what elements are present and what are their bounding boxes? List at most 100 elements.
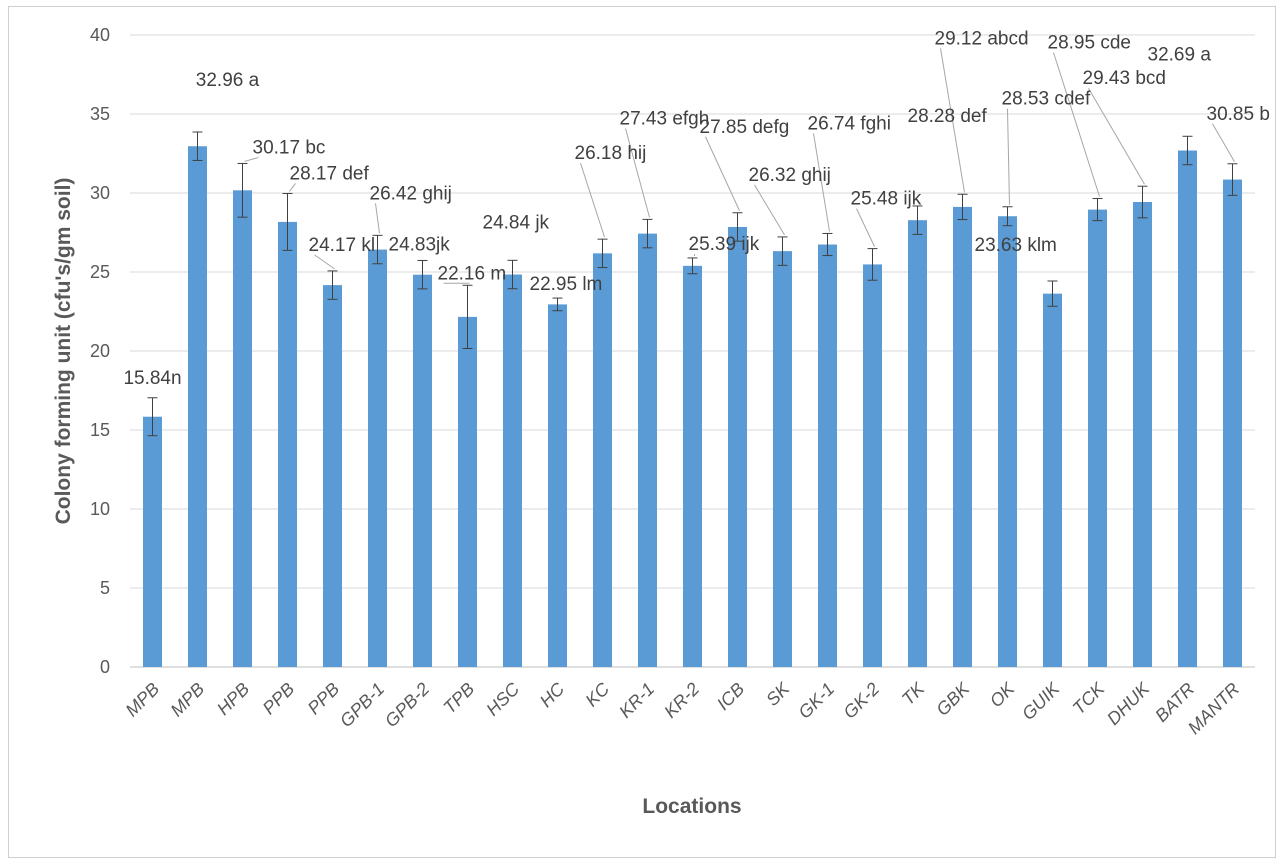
bar xyxy=(1088,209,1107,667)
bar xyxy=(818,244,837,667)
leader-line xyxy=(1053,52,1100,197)
leader-line xyxy=(289,183,296,192)
data-label: 22.16 m xyxy=(438,263,507,284)
y-tick-label: 20 xyxy=(90,341,110,361)
x-tick-label: KR-2 xyxy=(660,679,703,722)
data-label: 32.69 a xyxy=(1148,44,1212,65)
data-label: 26.74 fghi xyxy=(808,113,891,134)
leader-lines xyxy=(244,48,1235,284)
bar xyxy=(908,220,927,667)
y-tick-label: 30 xyxy=(90,183,110,203)
bar xyxy=(1223,179,1242,667)
x-tick-label: PPB xyxy=(259,679,299,719)
data-label: 30.85 b xyxy=(1207,104,1270,125)
x-tick-label: SK xyxy=(762,678,794,710)
x-tick-label: MPB xyxy=(122,679,164,721)
data-label: 24.83jk xyxy=(389,234,451,255)
bar xyxy=(593,253,612,667)
bar xyxy=(953,206,972,668)
leader-line xyxy=(625,128,650,218)
bar xyxy=(188,146,207,667)
leader-line xyxy=(244,156,259,162)
x-tick-label: HSC xyxy=(482,678,524,720)
x-tick-label: TK xyxy=(898,678,929,709)
x-tick-label: GK-1 xyxy=(794,679,838,723)
data-label: 28.28 def xyxy=(908,106,988,127)
bar xyxy=(998,216,1017,667)
bar xyxy=(143,416,162,667)
x-tick-label: OK xyxy=(986,678,1019,711)
data-label: 27.85 defg xyxy=(700,117,790,138)
x-tick-label: KC xyxy=(581,678,614,711)
x-tick-label: TPB xyxy=(439,679,478,718)
leader-line xyxy=(1212,123,1235,163)
y-axis-ticks: 0 5 10 15 20 25 30 35 40 xyxy=(90,25,110,677)
leader-line xyxy=(580,162,605,238)
data-label: 26.42 ghij xyxy=(370,183,452,204)
x-tick-label: GPB-2 xyxy=(381,679,433,731)
bar xyxy=(1178,150,1197,668)
bar xyxy=(683,265,702,667)
x-tick-label: PPB xyxy=(304,679,344,719)
leader-line xyxy=(940,48,965,193)
data-label: 22.95 lm xyxy=(530,274,603,295)
data-label: 30.17 bc xyxy=(253,137,326,158)
data-label: 26.18 hij xyxy=(575,143,647,164)
leader-line xyxy=(375,203,380,234)
y-tick-label: 15 xyxy=(90,420,110,440)
bar xyxy=(863,264,882,667)
data-label: 32.96 a xyxy=(196,70,260,91)
x-tick-label: MPB xyxy=(167,679,209,721)
bar xyxy=(1133,202,1152,668)
bar xyxy=(1043,293,1062,667)
data-label: 24.84 jk xyxy=(483,212,550,233)
x-tick-label: GPB-1 xyxy=(336,679,388,731)
data-label: 29.12 abcd xyxy=(935,28,1029,49)
leader-line xyxy=(856,208,875,247)
bar xyxy=(278,221,297,667)
data-label: 28.95 cde xyxy=(1048,33,1131,54)
leader-line xyxy=(705,136,740,211)
x-axis-title: Locations xyxy=(642,795,741,818)
data-label: 24.17 kl xyxy=(309,235,376,256)
x-tick-label: KR-1 xyxy=(615,679,658,722)
bar xyxy=(638,233,657,667)
leader-line xyxy=(314,254,335,270)
data-label: 25.48 ijk xyxy=(851,189,922,210)
x-tick-label: GK-2 xyxy=(839,679,883,723)
y-tick-label: 0 xyxy=(100,657,110,677)
bar xyxy=(458,316,477,667)
leader-line xyxy=(1007,108,1010,205)
data-label: 29.43 bcd xyxy=(1083,68,1166,89)
x-tick-label: TCK xyxy=(1069,678,1109,718)
y-tick-label: 5 xyxy=(100,578,110,598)
bar xyxy=(503,274,522,667)
leader-line xyxy=(754,184,785,236)
bars xyxy=(143,146,1242,668)
data-label: 23.63 klm xyxy=(975,235,1057,256)
y-tick-label: 40 xyxy=(90,25,110,45)
x-tick-label: GBK xyxy=(932,678,974,720)
data-label: 25.39 ijk xyxy=(689,234,760,255)
bar xyxy=(233,190,252,667)
y-tick-label: 25 xyxy=(90,262,110,282)
x-tick-label: ICB xyxy=(713,679,748,714)
y-axis-title: Colony forming unit (cfu's/gm soil) xyxy=(52,178,75,525)
bar xyxy=(368,249,387,667)
x-tick-label: HPB xyxy=(213,679,253,719)
bar xyxy=(413,274,432,667)
data-labels: 15.84n 32.96 a 30.17 bc 28.17 def 24.17 kl 26… xyxy=(123,28,1269,389)
x-tick-label: DHUK xyxy=(1103,678,1154,729)
leader-line xyxy=(1088,87,1145,185)
data-label: 27.43 efgh xyxy=(620,108,710,129)
data-label: 28.17 def xyxy=(290,163,370,184)
bar xyxy=(548,304,567,667)
leader-line xyxy=(813,133,830,232)
y-tick-label: 35 xyxy=(90,104,110,124)
data-label: 26.32 ghij xyxy=(749,165,831,186)
x-tick-label: GUIK xyxy=(1018,678,1064,724)
bar xyxy=(323,285,342,667)
error-bars xyxy=(147,131,1238,437)
